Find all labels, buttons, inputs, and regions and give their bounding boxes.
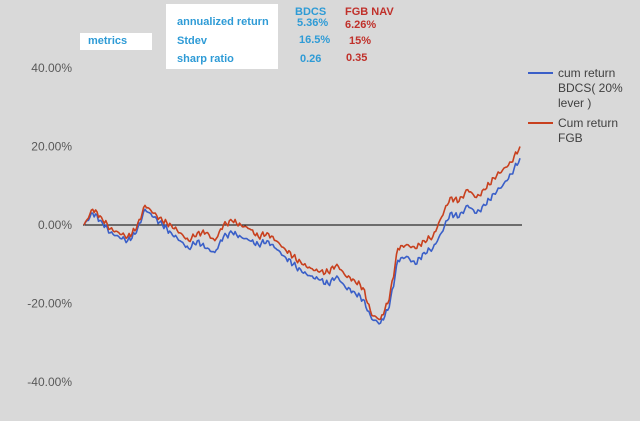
legend: cum return BDCS( 20% lever ) Cum return FGB bbox=[528, 66, 623, 145]
metric-name-stdev: Stdev bbox=[177, 35, 207, 47]
metrics-names-box bbox=[166, 4, 278, 69]
value-bdcs-stdev: 16.5% bbox=[299, 34, 331, 46]
series-line-fgb bbox=[83, 146, 521, 321]
metric-name-sharp-ratio: sharp ratio bbox=[177, 53, 234, 65]
value-bdcs-annualized-return: 5.36% bbox=[297, 17, 329, 29]
legend-label: Cum return FGB bbox=[558, 116, 618, 145]
y-axis: 40.00% 20.00% 0.00% -20.00% -40.00% bbox=[27, 61, 72, 389]
y-tick-label: 20.00% bbox=[31, 140, 72, 154]
y-tick-label: 40.00% bbox=[31, 61, 72, 75]
column-header-fgb-nav: FGB NAV bbox=[345, 6, 394, 18]
value-fgb-stdev: 15% bbox=[349, 35, 372, 47]
metrics-label-box bbox=[80, 33, 152, 50]
y-tick-label: -20.00% bbox=[27, 297, 72, 311]
legend-label: cum return BDCS( 20% lever ) bbox=[558, 66, 623, 110]
metric-name-annualized-return: annualized return bbox=[177, 16, 269, 28]
series-layer bbox=[83, 146, 521, 325]
y-tick-label: -40.00% bbox=[27, 375, 72, 389]
value-fgb-annualized-return: 6.26% bbox=[345, 19, 377, 31]
metrics-section-label: metrics bbox=[88, 35, 128, 47]
column-header-bdcs: BDCS bbox=[295, 6, 327, 18]
y-tick-label: 0.00% bbox=[38, 218, 72, 232]
value-bdcs-sharp-ratio: 0.26 bbox=[300, 53, 322, 65]
value-fgb-sharp-ratio: 0.35 bbox=[346, 52, 368, 64]
series-line-bdcs bbox=[83, 158, 521, 325]
